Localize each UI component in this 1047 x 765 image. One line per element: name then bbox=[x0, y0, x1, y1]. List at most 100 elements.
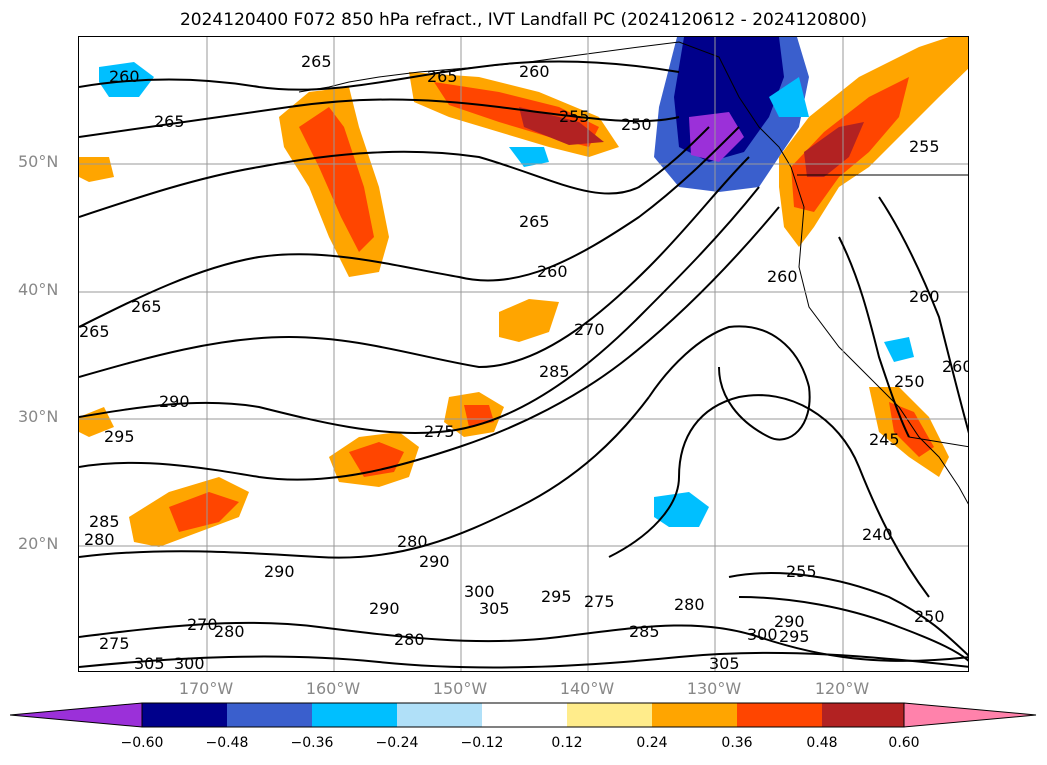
contour-label: 280 bbox=[397, 532, 428, 551]
contour-label: 250 bbox=[894, 372, 925, 391]
colorbar-bin bbox=[822, 703, 904, 727]
contour-label: 285 bbox=[89, 512, 120, 531]
lon-label-140w: 140°W bbox=[559, 679, 615, 698]
contour-lines bbox=[79, 60, 968, 669]
colorbar-frame bbox=[141, 702, 905, 728]
negative-hawaii-blob bbox=[654, 492, 709, 527]
contour-label: 305 bbox=[709, 654, 740, 672]
positive-band-north-max bbox=[519, 107, 604, 145]
contour-label: 240 bbox=[862, 525, 893, 544]
contour-label: 295 bbox=[104, 427, 135, 446]
positive-sw-core bbox=[169, 492, 239, 532]
colorbar-tick: 0.36 bbox=[721, 735, 753, 751]
contour-label: 275 bbox=[99, 634, 130, 653]
pacific-nw-coast bbox=[790, 166, 968, 505]
contour-label: 255 bbox=[786, 562, 817, 581]
contour-label: 270 bbox=[574, 320, 605, 339]
positive-west-streak-core bbox=[299, 107, 374, 252]
contour-label: 265 bbox=[427, 67, 458, 86]
contour-label: 250 bbox=[914, 607, 945, 626]
contour-label-layer: 260 265 265 265 260 255 250 265 260 270 … bbox=[79, 52, 969, 672]
contour-label: 275 bbox=[584, 592, 615, 611]
contour-label: 265 bbox=[519, 212, 550, 231]
contour-label: 290 bbox=[419, 552, 450, 571]
contour-label: 300 bbox=[747, 625, 778, 644]
lon-label-150w: 150°W bbox=[432, 679, 488, 698]
colorbar-over-arrow bbox=[903, 702, 1037, 728]
contour-label: 295 bbox=[541, 587, 572, 606]
colorbar-bin bbox=[482, 703, 567, 727]
colorbar-tick: −0.24 bbox=[375, 735, 419, 751]
contour-line bbox=[79, 621, 968, 662]
colorbar-bin bbox=[312, 703, 397, 727]
contour-line bbox=[79, 126, 710, 218]
colorbar-tick: 0.48 bbox=[806, 735, 838, 751]
coastlines bbox=[298, 41, 968, 505]
negative-west-blob bbox=[99, 62, 154, 97]
graticule bbox=[79, 37, 968, 671]
colorbar-tick: −0.12 bbox=[460, 735, 504, 751]
contour-label: 260 bbox=[109, 67, 140, 86]
contour-label: 285 bbox=[629, 622, 660, 641]
contour-line bbox=[79, 98, 680, 138]
contour-line bbox=[838, 236, 910, 438]
contour-label: 260 bbox=[909, 287, 940, 306]
contour-label: 270 bbox=[187, 615, 218, 634]
contour-label: 265 bbox=[79, 322, 110, 341]
colorbar-tick: 0.24 bbox=[636, 735, 668, 751]
lon-label-160w: 160°W bbox=[305, 679, 361, 698]
contour-line bbox=[79, 156, 750, 378]
contour-label: 255 bbox=[559, 107, 590, 126]
contour-line bbox=[79, 126, 740, 328]
colorbar-bin bbox=[737, 703, 822, 727]
contour-label: 265 bbox=[301, 52, 332, 71]
colorbar-tick: −0.60 bbox=[120, 735, 164, 751]
contour-line bbox=[79, 651, 968, 669]
colorbar-tick: 0.60 bbox=[888, 735, 920, 751]
contour-label: 260 bbox=[942, 357, 969, 376]
contour-label: 250 bbox=[621, 115, 652, 134]
mexico-border bbox=[908, 436, 968, 448]
contour-label: 280 bbox=[394, 630, 425, 649]
contour-label: 260 bbox=[767, 267, 798, 286]
lon-label-170w: 170°W bbox=[178, 679, 234, 698]
lat-label-40n: 40°N bbox=[18, 280, 59, 299]
positive-inland-max bbox=[804, 122, 864, 177]
positive-west-edge bbox=[79, 157, 114, 182]
contour-line bbox=[79, 186, 760, 434]
contour-label: 260 bbox=[537, 262, 568, 281]
contour-label: 290 bbox=[159, 392, 190, 411]
contour-label: 280 bbox=[84, 530, 115, 549]
colorbar-bin bbox=[397, 703, 482, 727]
map-canvas: 260 265 265 265 260 255 250 265 260 270 … bbox=[79, 37, 969, 672]
contour-line bbox=[608, 394, 930, 598]
contour-label: 285 bbox=[539, 362, 570, 381]
contour-label: 300 bbox=[464, 582, 495, 601]
colorbar-tick: −0.36 bbox=[290, 735, 334, 751]
contour-label: 255 bbox=[909, 137, 940, 156]
map-title: 2024120400 F072 850 hPa refract., IVT La… bbox=[179, 10, 867, 30]
contour-label: 275 bbox=[424, 422, 455, 441]
colorbar bbox=[10, 702, 1037, 728]
colorbar-bin bbox=[652, 703, 737, 727]
colorbar-bin bbox=[227, 703, 312, 727]
alaska-coast bbox=[298, 41, 792, 168]
colorbar-tick: −0.48 bbox=[205, 735, 249, 751]
lat-label-50n: 50°N bbox=[18, 152, 59, 171]
contour-line bbox=[79, 396, 650, 559]
contour-line bbox=[79, 60, 680, 91]
map-panel: 260 265 265 265 260 255 250 265 260 270 … bbox=[78, 36, 969, 672]
contour-label: 265 bbox=[154, 112, 185, 131]
colorbar-bin bbox=[567, 703, 652, 727]
contour-line bbox=[79, 206, 780, 481]
contour-label: 300 bbox=[174, 654, 205, 672]
contour-label: 295 bbox=[779, 627, 810, 646]
positive-south-chain-3 bbox=[499, 299, 559, 342]
positive-sw-edge bbox=[79, 407, 114, 437]
contour-label: 290 bbox=[264, 562, 295, 581]
negative-mid-blob bbox=[509, 147, 549, 167]
contour-label: 280 bbox=[674, 595, 705, 614]
contour-label: 265 bbox=[131, 297, 162, 316]
contour-line bbox=[738, 596, 968, 662]
colorbar-bin bbox=[142, 703, 227, 727]
